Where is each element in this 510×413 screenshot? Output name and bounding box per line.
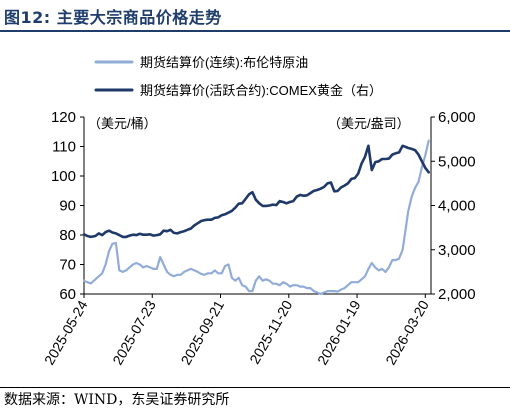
left-axis-tick-label: 70	[59, 257, 76, 274]
legend: 期货结算价(连续):布伦特原油 期货结算价(活跃合约):COMEX黄金（右）	[94, 55, 382, 98]
left-axis-tick-label: 120	[51, 109, 76, 126]
right-axis-unit-label: （美元/盎司）	[328, 116, 410, 131]
left-axis-tick-label: 100	[51, 168, 76, 185]
plot-area: 60 70 80 90 100 110 120 2,000 3,000 4,000 5,000 6,0…	[41, 109, 476, 368]
series-line-gold	[82, 144, 431, 239]
x-axis-tick-label: 2025-07-23	[109, 297, 159, 367]
x-axis-tick-label: 2025-09-21	[177, 297, 227, 367]
legend-label-brent: 期货结算价(连续):布伦特原油	[140, 55, 308, 70]
left-axis-tick-label: 110	[52, 139, 76, 156]
left-axis-unit-label: （美元/桶）	[88, 116, 157, 131]
right-axis-tick-label: 6,000	[438, 109, 476, 126]
x-axis-tick-label: 2025-11-20	[246, 297, 295, 366]
title-rule	[0, 30, 510, 32]
left-axis-tick-label: 90	[59, 198, 76, 215]
series-line-brent	[82, 139, 430, 296]
legend-label-gold: 期货结算价(活跃合约):COMEX黄金（右）	[140, 83, 382, 98]
left-axis-tick-label: 60	[59, 286, 76, 303]
x-axis-tick-label: 2026-03-20	[382, 297, 432, 367]
chart: 期货结算价(连续):布伦特原油 期货结算价(活跃合约):COMEX黄金（右） （…	[41, 55, 476, 368]
left-axis-tick-label: 80	[59, 227, 76, 244]
figure-title: 图12: 主要大宗商品价格走势	[4, 8, 222, 27]
right-axis-tick-label: 3,000	[438, 242, 476, 259]
x-axis-tick-label: 2025-05-24	[41, 297, 91, 367]
right-axis-tick-label: 2,000	[438, 286, 476, 303]
right-axis-tick-label: 4,000	[438, 198, 476, 215]
x-axis-tick-label: 2026-01-19	[314, 297, 364, 367]
source-rule	[0, 387, 510, 388]
right-axis-tick-label: 5,000	[438, 153, 476, 170]
source-note: 数据来源：WIND，东吴证券研究所	[4, 392, 230, 408]
